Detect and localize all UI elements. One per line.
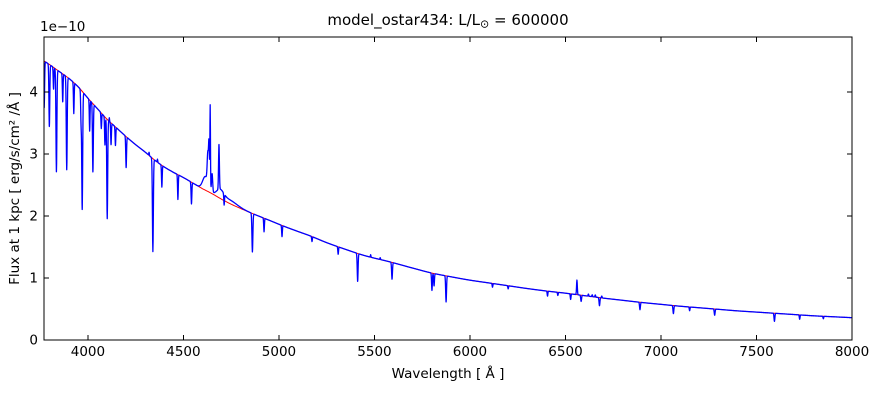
x-tick-label: 7500 [739,344,773,360]
x-axis-label: Wavelength [ Å ] [392,365,505,382]
y-tick-label: 0 [29,333,38,349]
y-tick-label: 1 [29,271,38,287]
y-tick-label: 3 [29,147,38,163]
plot-border [43,36,853,341]
y-offset-label: 1e−10 [40,19,85,35]
title-subscript: ⊙ [480,18,489,31]
x-tick-label: 4000 [71,344,105,360]
axes-layer: 4000 4500 5000 5500 6000 6500 7000 7500 8000 0 1 2 3… [29,36,869,360]
y-tick-label: 2 [29,209,38,225]
continuum-line [44,60,852,319]
y-axis-label: Flux at 1 kpc [ erg/s/cm² /Å ] [6,92,23,285]
x-tick-label: 4500 [166,344,200,360]
x-tick-label: 6000 [453,344,487,360]
x-tick-label: 8000 [835,344,869,360]
spectrum-line [44,61,852,322]
x-tick-label: 5500 [357,344,391,360]
data-layer [44,60,852,322]
x-tick-label: 7000 [644,344,678,360]
y-tick-label: 4 [29,85,38,101]
x-tick-label: 5000 [262,344,296,360]
plot-title: model_ostar434: L/L⊙ = 600000 [327,11,568,31]
x-tick-label: 6500 [548,344,582,360]
